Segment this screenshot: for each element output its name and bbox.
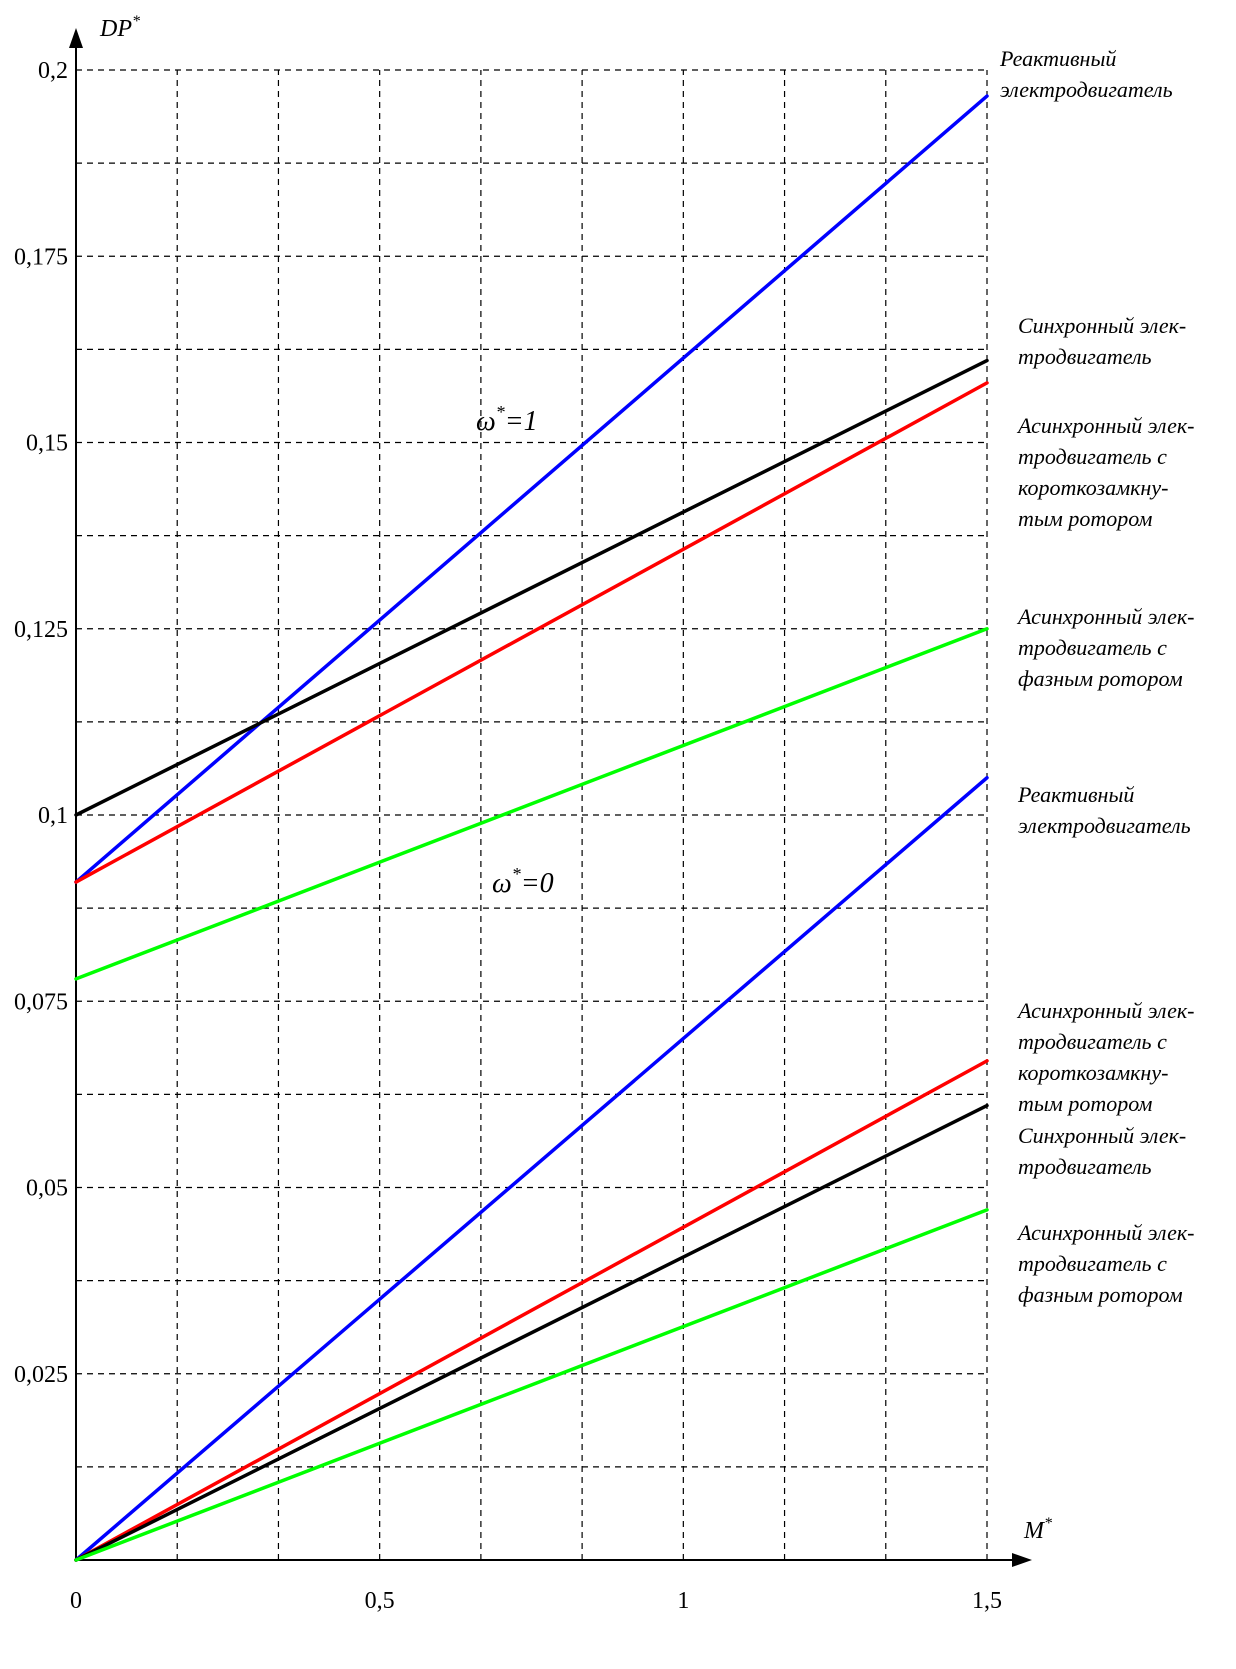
series-line <box>74 1059 989 1562</box>
x-tick-label: 1,5 <box>972 1588 1002 1614</box>
x-axis-arrow <box>1012 1553 1032 1567</box>
series-label: тым ротором <box>1018 1091 1152 1116</box>
y-tick-label: 0,075 <box>14 989 68 1015</box>
y-axis-title: DP* <box>99 13 140 42</box>
y-tick-label: 0,125 <box>14 617 68 643</box>
series-label: короткозамкну- <box>1018 1060 1168 1085</box>
series-label: тродвигатель <box>1018 1154 1152 1179</box>
series-label: Синхронный элек- <box>1018 1123 1186 1148</box>
x-tick-label: 1 <box>677 1588 689 1614</box>
series-label: Синхронный элек- <box>1018 313 1186 338</box>
series-label: электродвигатель <box>1000 77 1173 102</box>
series-label: Асинхронный элек- <box>1016 1220 1194 1245</box>
series-label: фазным ротором <box>1018 666 1183 691</box>
series-line <box>74 358 989 817</box>
series-line <box>74 381 989 884</box>
y-tick-label: 0,15 <box>26 431 68 457</box>
series-label: фазным ротором <box>1018 1282 1183 1307</box>
group-label: ω*=0 <box>492 864 554 899</box>
series-line <box>74 1208 989 1562</box>
series-label: тродвигатель с <box>1018 635 1167 660</box>
y-tick-label: 0,175 <box>14 244 68 270</box>
series-label: Реактивный <box>1017 782 1134 807</box>
series-line <box>74 1103 989 1562</box>
grid <box>76 69 988 1560</box>
series-label: тым ротором <box>1018 506 1152 531</box>
series-line <box>74 627 989 981</box>
y-tick-label: 0,05 <box>26 1176 68 1202</box>
series-label: тродвигатель с <box>1018 1029 1167 1054</box>
series-label: короткозамкну- <box>1018 475 1168 500</box>
axes <box>69 28 1032 1567</box>
series-line <box>74 776 989 1562</box>
group-label: ω*=1 <box>476 402 538 437</box>
series-lines <box>74 94 989 1562</box>
series-label: Реактивный <box>999 46 1116 71</box>
labels: 0 0,5 1 1,5 0,025 0,05 0,075 0,1 0,125 0,15 0,175 0… <box>14 13 1194 1614</box>
y-tick-label: 0,2 <box>38 58 68 84</box>
series-label: Асинхронный элек- <box>1016 998 1194 1023</box>
series-label: тродвигатель с <box>1018 444 1167 469</box>
series-label: тродвигатель <box>1018 344 1152 369</box>
y-tick-label: 0,025 <box>14 1362 68 1388</box>
series-label: тродвигатель с <box>1018 1251 1167 1276</box>
x-axis-title: M* <box>1023 1515 1052 1544</box>
y-axis-arrow <box>69 28 83 48</box>
series-label: Асинхронный элек- <box>1016 604 1194 629</box>
x-tick-label: 0 <box>70 1588 82 1614</box>
series-label: Асинхронный элек- <box>1016 413 1194 438</box>
series-label: электродвигатель <box>1018 813 1191 838</box>
y-tick-label: 0,1 <box>38 803 68 829</box>
series-line <box>74 94 989 884</box>
x-tick-label: 0,5 <box>365 1588 395 1614</box>
